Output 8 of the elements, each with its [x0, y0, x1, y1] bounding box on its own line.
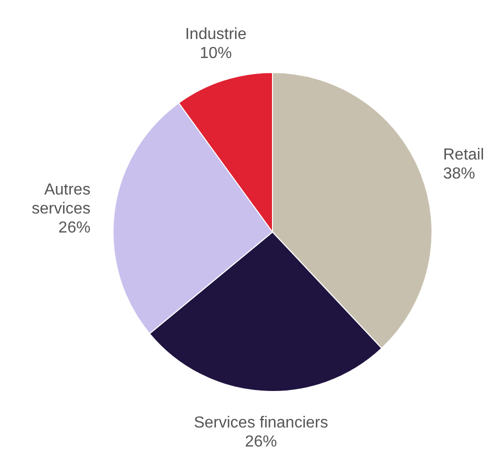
data-label: 38%: [443, 165, 476, 182]
data-label: 26%: [244, 434, 277, 451]
slice-label: Autres services: [32, 181, 90, 218]
data-label: 26%: [58, 219, 90, 236]
slice-label: Services financiers: [194, 414, 328, 432]
slice-label: Industrie: [185, 26, 247, 43]
slice-label: Retail: [443, 146, 484, 164]
data-label: 10%: [200, 44, 232, 62]
